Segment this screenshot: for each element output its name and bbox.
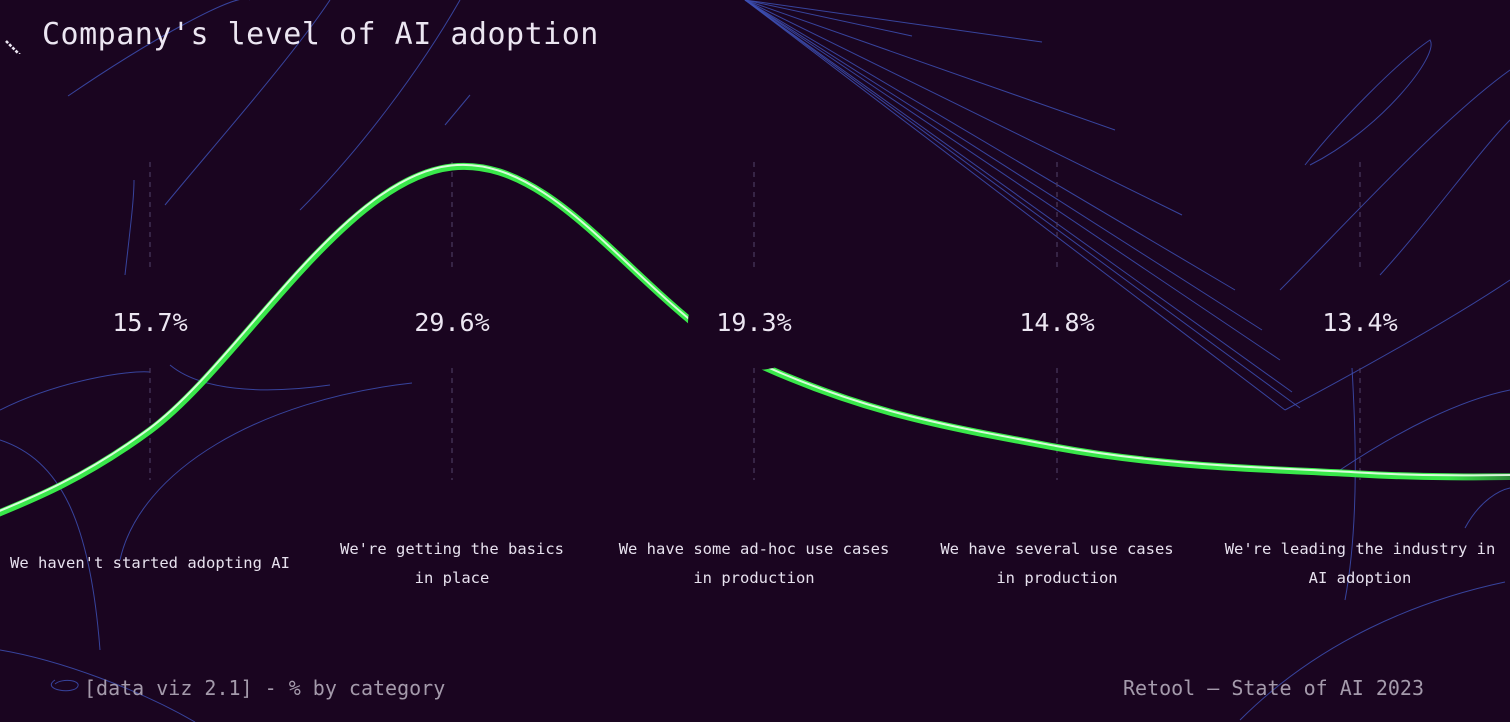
decor-curve: [0, 439, 101, 651]
category-label: We haven't started adopting AI: [10, 554, 290, 572]
decor-curve: [444, 94, 471, 126]
category-label: We're leading the industry in: [1225, 540, 1496, 558]
decor-curve: [1239, 581, 1506, 721]
decor-fan-line: [744, 0, 913, 37]
decor-fan-line: [744, 0, 1293, 393]
decor-fan-line: [744, 0, 1183, 216]
decor-curve: [164, 0, 331, 206]
decor-curve: [1464, 487, 1510, 529]
decor-curve: [299, 0, 461, 211]
decor-fan-line: [744, 0, 1116, 131]
decor-curve: [1339, 389, 1510, 471]
value-label: 19.3%: [716, 308, 791, 337]
decor-fan-line: [744, 0, 1281, 361]
category-label: We have several use cases: [940, 540, 1173, 558]
value-label: 29.6%: [414, 308, 489, 337]
decor-curve: [169, 364, 331, 391]
decor-fan-line: [744, 0, 1236, 291]
decor-curve: [0, 371, 151, 411]
decor-curve: [1279, 69, 1510, 291]
value-label: 14.8%: [1019, 308, 1094, 337]
decor-curve: [1284, 279, 1510, 411]
decor-curve: [0, 649, 196, 722]
category-label: We're getting the basics: [340, 540, 564, 558]
decor-curve: [51, 679, 79, 692]
adoption-curve-highlight: [0, 163, 1510, 512]
source-credit: Retool – State of AI 2023: [1122, 676, 1424, 700]
decor-fan-line: [744, 0, 1286, 411]
curve-group: [0, 162, 1510, 517]
decor-curve: [67, 0, 250, 97]
category-label: in production: [693, 569, 814, 587]
category-label: in place: [415, 569, 490, 587]
decor-fan-line: [744, 0, 1301, 409]
decor-fan-line: [744, 0, 1043, 43]
diagonal-arrow-icon: [5, 40, 21, 54]
category-label: in production: [996, 569, 1117, 587]
value-label: 15.7%: [112, 308, 187, 337]
decor-curve: [1379, 119, 1510, 276]
figure-caption: [data viz 2.1] - % by category: [84, 676, 446, 700]
decor-curve: [119, 382, 413, 561]
decor-curve: [1304, 39, 1432, 166]
category-label: AI adoption: [1309, 569, 1412, 587]
chart-title-text: Company's level of AI adoption: [42, 16, 599, 52]
decor-curve: [124, 179, 135, 276]
adoption-curve: [0, 162, 1510, 517]
category-label: We have some ad-hoc use cases: [619, 540, 890, 558]
decor-fan-line: [744, 0, 1263, 331]
value-label: 13.4%: [1322, 308, 1397, 337]
chart-title: Company's level of AI adoption: [0, 14, 599, 54]
